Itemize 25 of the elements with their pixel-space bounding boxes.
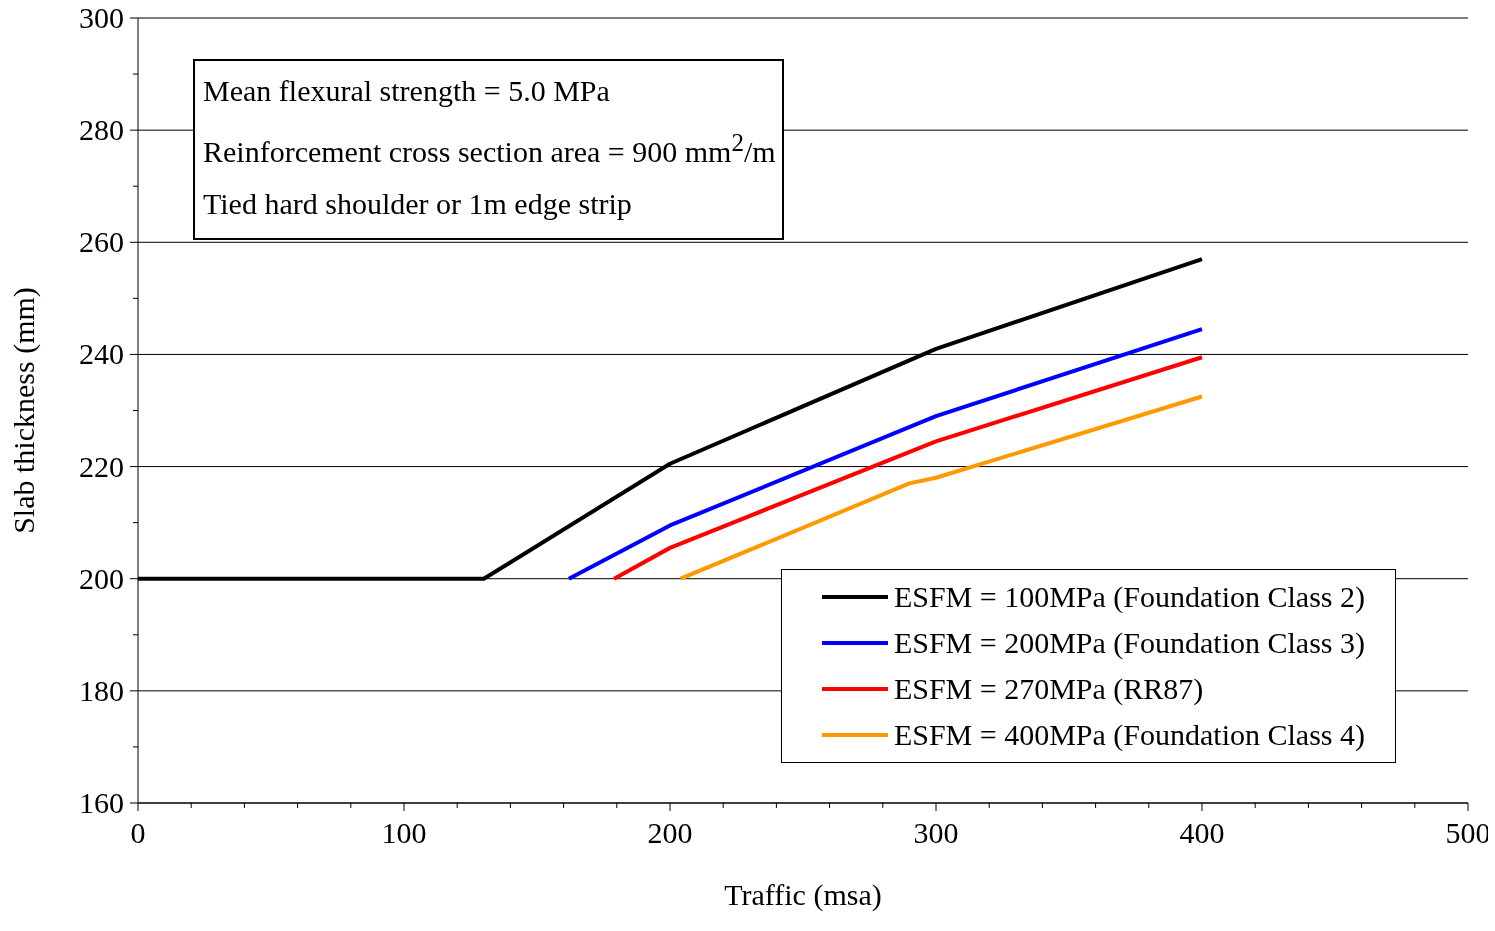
legend-label: ESFM = 270MPa (RR87) (893, 671, 1204, 707)
annotation: Tied hard shoulder or 1m edge strip (203, 186, 633, 222)
x-tick-label: 400 (1179, 816, 1225, 849)
annotation: Mean flexural strength = 5.0 MPa (203, 73, 611, 109)
x-tick-label: 100 (381, 816, 427, 849)
y-tick-label: 180 (79, 673, 124, 707)
legend-label: ESFM = 100MPa (Foundation Class 2) (893, 579, 1365, 615)
y-tick-label: 240 (79, 337, 124, 371)
y-tick-label: 220 (79, 449, 124, 483)
annotation: Reinforcement cross section area = 900 mm$^{2}$/m (203, 128, 776, 170)
legend-label: ESFM = 200MPa (Foundation Class 3) (893, 625, 1365, 661)
y-tick-label: 200 (79, 561, 124, 595)
y-tick-label: 300 (79, 1, 124, 34)
y-tick-label: 160 (79, 786, 124, 819)
x-axis-title: Traffic (msa) (724, 878, 882, 912)
line-series (612, 355, 1204, 581)
legend-label: ESFM = 400MPa (Foundation Class 4) (893, 717, 1365, 753)
y-tick-label: 260 (79, 225, 124, 259)
x-tick-label: 300 (913, 816, 959, 849)
y-tick-label: 280 (79, 113, 124, 147)
line-series (678, 394, 1204, 581)
x-tick-label: 200 (647, 816, 693, 849)
line-series (566, 327, 1204, 581)
x-tick-label: 0 (130, 816, 146, 849)
y-axis-title: Slab thickness (mm) (6, 287, 41, 534)
